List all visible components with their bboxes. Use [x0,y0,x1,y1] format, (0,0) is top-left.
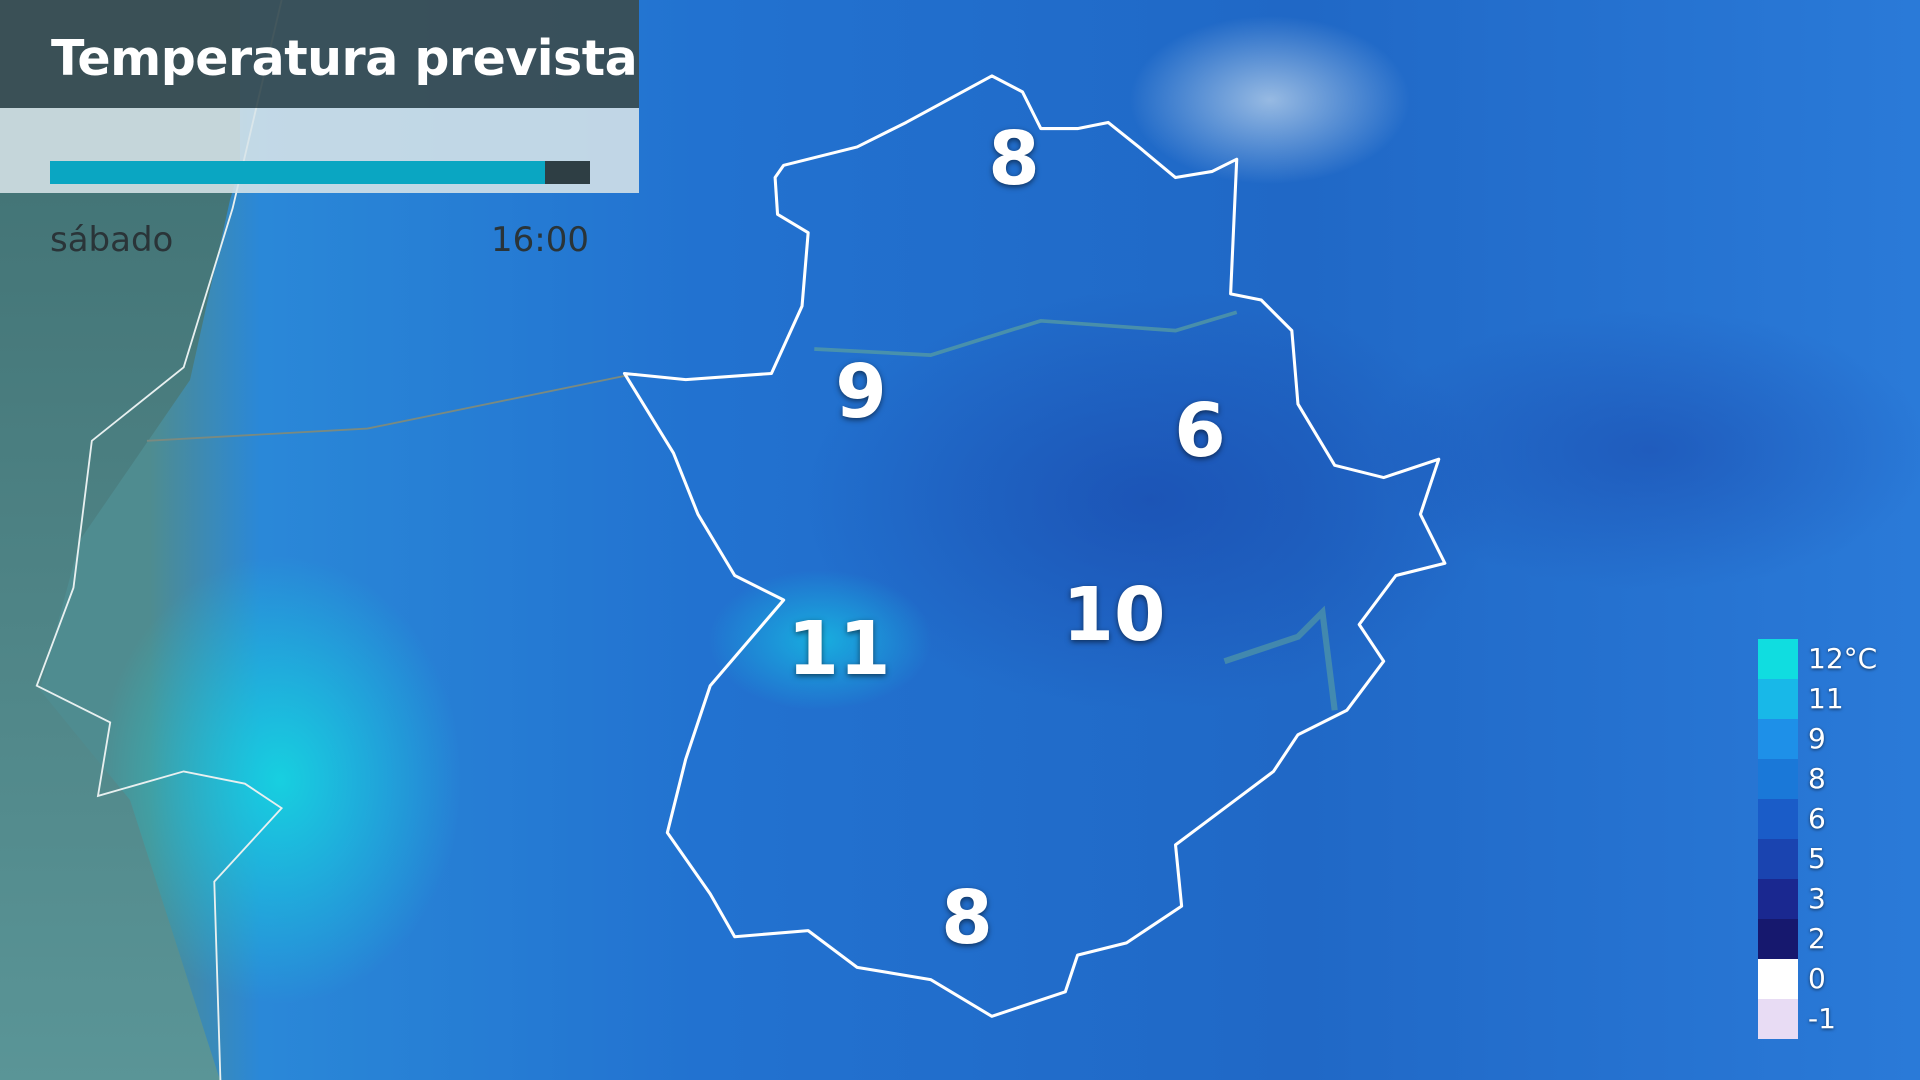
temp-label-east: 6 [1174,388,1226,474]
legend-swatch [1758,679,1798,719]
page-title: Temperatura prevista [51,30,638,87]
legend-swatch [1758,999,1798,1039]
legend-label: 11 [1808,682,1844,715]
legend-label: 12°C [1808,642,1878,675]
temp-label-center: 10 [1062,572,1166,658]
legend-swatch [1758,759,1798,799]
temp-label-south: 8 [941,875,993,961]
header-time-panel: sábado 16:00 [0,108,639,260]
coastline [35,0,284,1080]
border-line [146,372,637,442]
legend-label: 6 [1808,802,1826,835]
legend-swatch [1758,879,1798,919]
time-progress-fill [50,161,545,184]
legend-swatch [1758,839,1798,879]
day-label: sábado [50,220,174,260]
temp-label-northwest: 9 [835,349,887,435]
legend-label: 9 [1808,722,1826,755]
legend-swatch [1758,959,1798,999]
legend-label: 2 [1808,922,1826,955]
legend-label: 0 [1808,962,1826,995]
legend-label: -1 [1808,1002,1836,1035]
time-progress-bar [50,161,590,184]
legend-swatch [1758,799,1798,839]
temp-label-north: 8 [988,116,1040,202]
legend-label: 3 [1808,882,1826,915]
legend-swatch [1758,639,1798,679]
header-title-panel: Temperatura prevista [0,0,639,108]
legend-label: 8 [1808,762,1826,795]
time-label: 16:00 [491,220,589,260]
temp-label-west: 11 [787,606,891,692]
reservoir [1223,605,1338,711]
river [814,310,1238,357]
legend-swatch [1758,719,1798,759]
region-outline [622,74,1447,1018]
legend-label: 5 [1808,842,1826,875]
legend-swatch [1758,919,1798,959]
